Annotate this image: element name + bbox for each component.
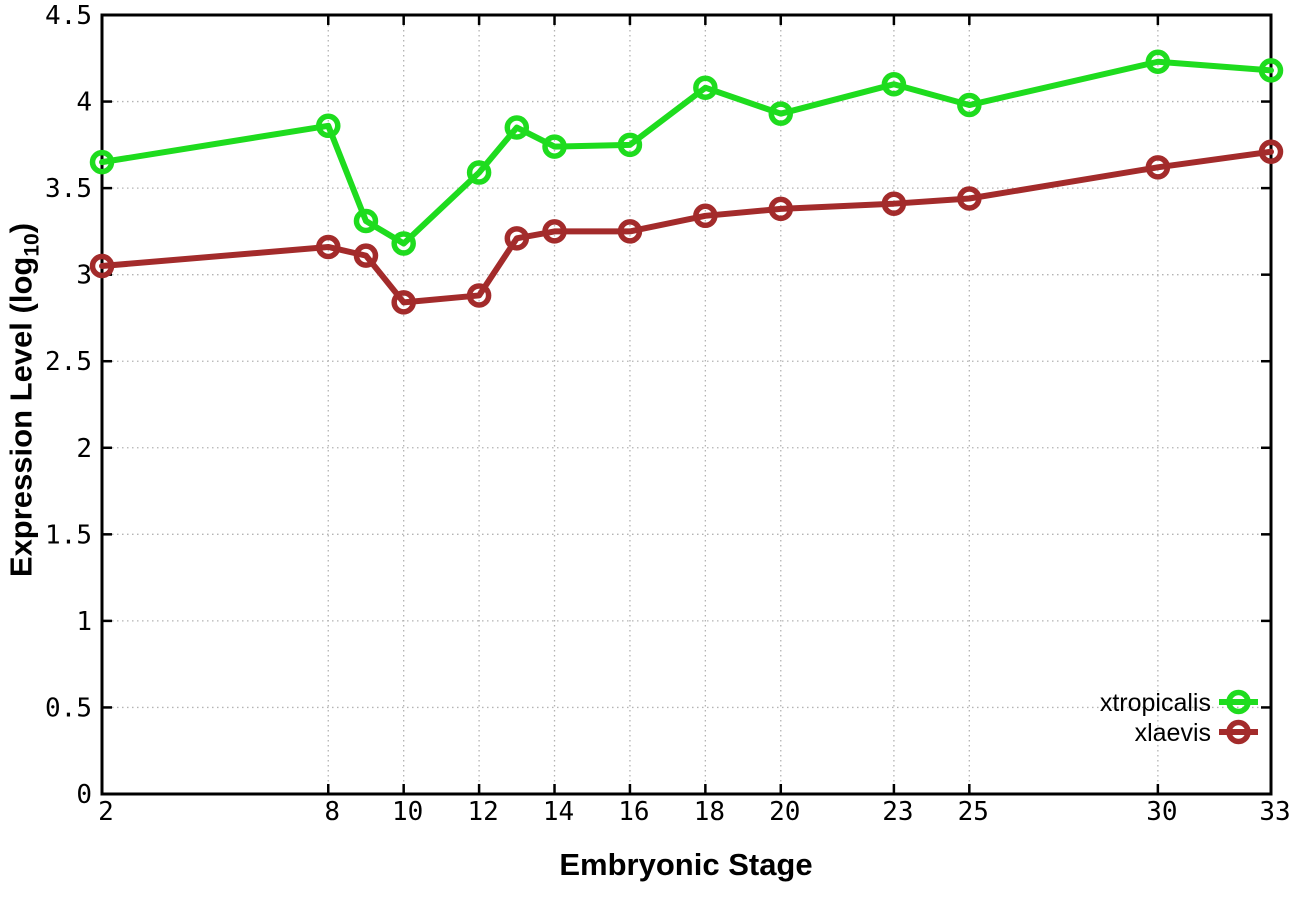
plot-border <box>100 13 1273 796</box>
y-tick-label: 2.5 <box>45 347 92 377</box>
y-tick-label: 3 <box>76 261 92 291</box>
y-axis-title-subscript: 10 <box>20 233 44 257</box>
data-point-marker-xtropicalis <box>957 92 982 118</box>
data-point-marker-xlaevis <box>693 203 718 229</box>
y-tick-label: 2 <box>76 434 92 464</box>
y-tick-label: 0.5 <box>45 693 92 723</box>
y-tick-label: 1.5 <box>45 520 92 550</box>
legend-label-xlaevis: xlaevis <box>1135 719 1211 747</box>
data-point-marker-xtropicalis <box>617 132 643 158</box>
x-tick-label: 14 <box>543 797 574 827</box>
y-axis-title: Expression Level (log10) <box>3 223 44 577</box>
x-tick-label: 16 <box>618 797 649 827</box>
x-axis-title: Embryonic Stage <box>559 847 813 882</box>
y-axis-title-text: Expression Level (log <box>3 256 39 578</box>
legend-sample-marker-xtropicalis <box>1226 689 1251 715</box>
series-line-xlaevis <box>99 148 1274 306</box>
data-point-marker-xtropicalis <box>89 149 115 175</box>
y-tick-label: 4 <box>76 88 92 118</box>
data-point-marker-xtropicalis <box>353 208 379 234</box>
x-tick-label: 18 <box>694 797 725 827</box>
data-point-marker-xtropicalis <box>391 231 416 256</box>
x-tick-label: 25 <box>958 797 989 827</box>
x-tick-label: 20 <box>769 797 800 827</box>
data-point-marker-xtropicalis <box>316 113 341 139</box>
data-point-marker-xlaevis <box>466 283 492 308</box>
data-point-marker-xlaevis <box>542 219 567 244</box>
data-point-marker-xlaevis <box>391 290 416 315</box>
y-axis-title-suffix: ) <box>3 222 39 234</box>
x-tick-label: 2 <box>98 797 114 827</box>
data-point-marker-xlaevis <box>89 253 115 279</box>
data-point-marker-xlaevis <box>1258 139 1284 165</box>
x-tick-label: 30 <box>1146 797 1177 827</box>
data-point-marker-xlaevis <box>957 186 982 211</box>
data-point-marker-xtropicalis <box>1258 58 1284 83</box>
data-point-marker-xlaevis <box>617 219 643 244</box>
data-point-marker-xtropicalis <box>542 134 567 159</box>
data-point-marker-xtropicalis <box>1145 49 1171 74</box>
x-tick-label: 12 <box>467 797 498 827</box>
data-point-marker-xlaevis <box>1145 155 1171 180</box>
y-tick-label: 1 <box>76 607 92 637</box>
data-point-marker-xtropicalis <box>693 75 718 100</box>
y-tick-label: 4.5 <box>45 1 92 31</box>
y-tick-label: 0 <box>76 780 92 810</box>
data-point-marker-xtropicalis <box>504 115 530 140</box>
x-tick-label: 10 <box>392 797 423 827</box>
x-tick-label: 23 <box>882 797 913 827</box>
data-point-marker-xlaevis <box>353 243 379 268</box>
data-point-marker-xlaevis <box>504 226 530 251</box>
data-point-marker-xtropicalis <box>881 71 907 97</box>
data-point-marker-xlaevis <box>768 196 794 222</box>
data-point-marker-xtropicalis <box>466 160 492 185</box>
x-tick-label: 8 <box>324 797 340 827</box>
x-tick-label: 33 <box>1259 797 1290 827</box>
legend-label-xtropicalis: xtropicalis <box>1100 689 1211 717</box>
data-point-marker-xlaevis <box>316 234 341 260</box>
data-point-marker-xtropicalis <box>768 101 794 126</box>
legend-sample-marker-xlaevis <box>1226 719 1251 745</box>
data-point-marker-xlaevis <box>881 191 907 216</box>
y-tick-label: 3.5 <box>45 174 92 204</box>
series-line-xtropicalis <box>99 58 1274 247</box>
